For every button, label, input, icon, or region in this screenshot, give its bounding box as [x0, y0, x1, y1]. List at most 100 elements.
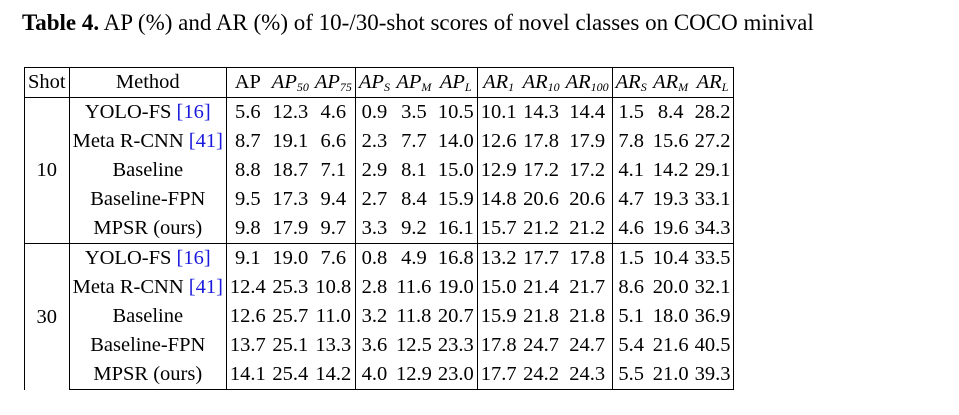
- value-cell: 14.3: [519, 97, 563, 127]
- value-cell: 25.3: [272, 276, 309, 299]
- value-cell: 11.6: [396, 276, 432, 299]
- citation-link[interactable]: [16]: [176, 101, 211, 124]
- value-cell: 2.8: [361, 276, 388, 299]
- table-row: Meta R-CNN [41] 12.4 25.3 10.8 2.8 11.6 19.0 15…: [25, 273, 735, 302]
- value-cell: 19.6: [649, 214, 692, 244]
- value-cell: 40.5: [691, 331, 735, 360]
- method-cell: MPSR (ours): [69, 214, 227, 244]
- value-cell: 20.6: [523, 188, 560, 211]
- table-header-row: Shot Method AP AP50 AP75 APS APM APL AR1…: [24, 67, 735, 98]
- value-cell: 8.4: [401, 188, 427, 211]
- table-row: MPSR (ours) 9.8 17.9 9.7 3.3 9.2 16.1 15.7 21.2 2…: [25, 214, 735, 244]
- value-cell: 7.8: [618, 130, 644, 153]
- method-cell: Baseline: [69, 302, 227, 331]
- value-cell: 15.9: [480, 305, 517, 328]
- value-cell: 0.9: [355, 97, 393, 127]
- value-cell: 5.5: [612, 360, 650, 390]
- value-cell: 39.3: [691, 360, 735, 390]
- value-cell: 3.2: [361, 305, 388, 328]
- value-cell: 17.8: [480, 334, 517, 357]
- value-cell: 23.3: [434, 331, 478, 360]
- value-cell: 15.0: [434, 156, 478, 185]
- method-cell: Baseline-FPN: [69, 185, 227, 214]
- value-cell: 21.8: [562, 302, 613, 331]
- value-cell: 24.7: [562, 331, 613, 360]
- table-row: Baseline-FPN 9.5 17.3 9.4 2.7 8.4 15.9 14.8 20.6…: [25, 185, 735, 214]
- value-cell: 10.1: [477, 97, 520, 127]
- header-ap: AP: [226, 67, 269, 98]
- value-cell: 29.1: [691, 156, 735, 185]
- value-cell: 2.3: [361, 130, 388, 153]
- value-cell: 21.0: [649, 360, 692, 390]
- citation-link[interactable]: [41]: [188, 276, 223, 299]
- value-cell: 33.5: [691, 243, 735, 273]
- table-row: Baseline 12.6 25.7 11.0 3.2 11.8 20.7 15.9 21.8 2…: [25, 302, 735, 331]
- method-name: Baseline-FPN: [90, 188, 206, 211]
- header-arm: ARM: [649, 67, 692, 98]
- value-cell: 9.2: [392, 214, 435, 244]
- value-cell: 17.8: [523, 130, 560, 153]
- method-name: Baseline-FPN: [90, 334, 206, 357]
- value-cell: 4.0: [355, 360, 393, 390]
- method-name: Meta R-CNN: [72, 276, 184, 299]
- value-cell: 1.5: [612, 243, 650, 273]
- results-table: Shot Method AP AP50 AP75 APS APM APL AR1…: [24, 67, 735, 390]
- value-cell: 12.5: [395, 334, 432, 357]
- value-cell: 20.6: [562, 185, 613, 214]
- header-apm: APM: [392, 67, 435, 98]
- value-cell: 25.7: [272, 305, 309, 328]
- value-cell: 12.3: [268, 97, 312, 127]
- value-cell: 17.2: [562, 156, 613, 185]
- value-cell: 19.0: [434, 273, 478, 302]
- value-cell: 9.7: [311, 214, 356, 244]
- citation-link[interactable]: [41]: [188, 130, 223, 153]
- header-method: Method: [69, 67, 227, 98]
- value-cell: 9.8: [226, 214, 269, 244]
- value-cell: 19.3: [652, 188, 689, 211]
- value-cell: 7.6: [311, 243, 356, 273]
- shot-cell: 30: [24, 243, 70, 390]
- value-cell: 8.6: [618, 276, 644, 299]
- value-cell: 17.7: [477, 360, 520, 390]
- value-cell: 7.7: [401, 130, 427, 153]
- value-cell: 12.6: [229, 305, 266, 328]
- header-shot: Shot: [24, 67, 70, 98]
- value-cell: 14.1: [226, 360, 269, 390]
- value-cell: 24.3: [562, 360, 613, 390]
- value-cell: 15.0: [480, 276, 517, 299]
- value-cell: 13.3: [311, 331, 356, 360]
- value-cell: 13.2: [477, 243, 520, 273]
- method-cell: Baseline-FPN: [69, 331, 227, 360]
- value-cell: 21.6: [652, 334, 689, 357]
- value-cell: 8.4: [649, 97, 692, 127]
- value-cell: 27.2: [691, 127, 735, 156]
- value-cell: 21.4: [523, 276, 560, 299]
- value-cell: 14.0: [434, 127, 478, 156]
- value-cell: 8.8: [235, 159, 261, 182]
- value-cell: 16.8: [434, 243, 478, 273]
- value-cell: 1.5: [612, 97, 650, 127]
- table-row: MPSR (ours) 14.1 25.4 14.2 4.0 12.9 23.0 17.7 24…: [25, 360, 735, 390]
- header-ar1: AR1: [477, 67, 520, 98]
- value-cell: 2.9: [361, 159, 388, 182]
- header-arl: ARL: [691, 67, 735, 98]
- value-cell: 4.6: [612, 214, 650, 244]
- value-cell: 25.4: [268, 360, 312, 390]
- caption-label: Table 4.: [22, 10, 100, 35]
- value-cell: 18.7: [272, 159, 309, 182]
- value-cell: 10.4: [649, 243, 692, 273]
- shot-group-10: 10 YOLO-FS [16] 5.6 12.3 4.6 0.9 3.5 10.5 10.1 14…: [24, 97, 735, 244]
- value-cell: 32.1: [691, 273, 735, 302]
- value-cell: 17.2: [523, 159, 560, 182]
- method-name: MPSR (ours): [93, 217, 203, 240]
- table-caption: Table 4. AP (%) and AR (%) of 10-/30-sho…: [22, 10, 814, 36]
- value-cell: 23.0: [434, 360, 478, 390]
- value-cell: 8.1: [401, 159, 427, 182]
- shot-cell: 10: [24, 97, 70, 244]
- shot-group-30: 30 YOLO-FS [16] 9.1 19.0 7.6 0.8 4.9 16.8 13.2 17…: [24, 243, 735, 390]
- method-cell: YOLO-FS [16]: [69, 243, 227, 273]
- value-cell: 19.0: [268, 243, 312, 273]
- citation-link[interactable]: [16]: [176, 247, 211, 270]
- method-cell: Meta R-CNN [41]: [69, 127, 227, 156]
- value-cell: 36.9: [691, 302, 735, 331]
